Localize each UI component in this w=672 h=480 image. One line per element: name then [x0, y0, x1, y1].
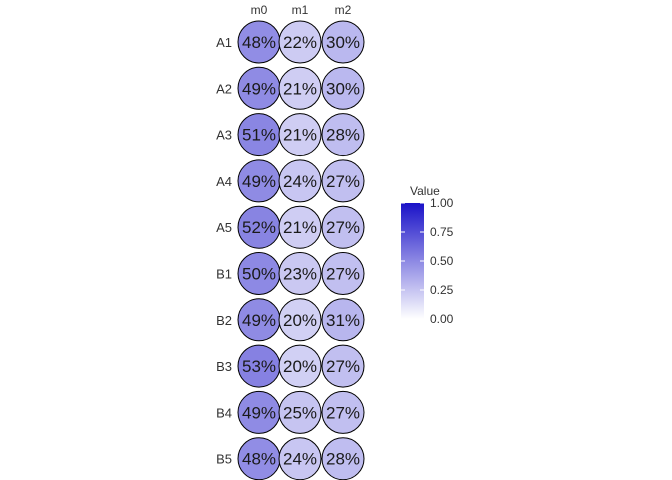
- cell-label-B2-m2: 31%: [326, 311, 360, 330]
- cell-circle-A4-m2: [321, 159, 365, 203]
- cell-label-B5-m1: 24%: [283, 450, 317, 469]
- row-label-B1: B1: [216, 267, 232, 282]
- cell-label-B5-m0: 48%: [242, 450, 276, 469]
- cell-label-A4-m1: 24%: [283, 172, 317, 191]
- legend-tick-label-4: 0.00: [430, 312, 454, 326]
- column-label-m1: m1: [292, 3, 309, 17]
- cell-circle-A1-m1: [278, 20, 322, 64]
- cell-circle-A2-m1: [278, 66, 322, 110]
- cell-circle-A3-m1: [278, 113, 322, 157]
- row-label-B5: B5: [216, 452, 232, 467]
- cell-circle-B2-m1: [278, 298, 322, 342]
- cell-label-B1-m0: 50%: [242, 265, 276, 284]
- cell-label-B1-m2: 27%: [326, 265, 360, 284]
- cell-circle-A4-m1: [278, 159, 322, 203]
- cell-label-B4-m2: 27%: [326, 403, 360, 422]
- cell-circle-B1-m1: [278, 252, 322, 295]
- cell-label-A2-m1: 21%: [283, 79, 317, 98]
- cell-label-B4-m1: 25%: [283, 403, 317, 422]
- row-label-A2: A2: [216, 81, 232, 96]
- cell-circle-B1-m2: [321, 252, 365, 295]
- legend-tick-label-2: 0.50: [430, 254, 454, 268]
- cell-label-B1-m1: 23%: [283, 265, 317, 284]
- legend-colorbar: [401, 203, 424, 319]
- row-label-A5: A5: [216, 220, 232, 235]
- row-label-A1: A1: [216, 35, 232, 50]
- row-label-B3: B3: [216, 359, 232, 374]
- cell-circle-A1-m2: [321, 20, 365, 64]
- cell-label-A1-m0: 48%: [242, 33, 276, 52]
- legend-tick-label-1: 0.75: [430, 225, 454, 239]
- cell-label-A3-m0: 51%: [242, 126, 276, 145]
- cell-label-B3-m1: 20%: [283, 357, 317, 376]
- cell-circle-B2-m2: [321, 298, 365, 342]
- column-label-m2: m2: [335, 3, 352, 17]
- legend-tick-label-0: 1.00: [430, 196, 454, 210]
- row-label-B2: B2: [216, 313, 232, 328]
- cell-label-A5-m2: 27%: [326, 218, 360, 237]
- legend-title: Value: [410, 184, 440, 198]
- cell-circle-B4-m1: [278, 390, 322, 434]
- cell-circle-A5-m1: [278, 205, 322, 249]
- cell-circle-A2-m2: [321, 66, 365, 110]
- cell-circle-B4-m2: [321, 390, 365, 434]
- cell-label-A1-m1: 22%: [283, 33, 317, 52]
- cell-label-B5-m2: 28%: [326, 450, 360, 469]
- cell-label-B3-m2: 27%: [326, 357, 360, 376]
- cell-circle-B3-m1: [278, 344, 322, 388]
- cell-circle-B3-m2: [321, 344, 365, 388]
- row-label-A4: A4: [216, 174, 232, 189]
- cell-label-B3-m0: 53%: [242, 357, 276, 376]
- cell-label-B2-m0: 49%: [242, 311, 276, 330]
- row-label-A3: A3: [216, 128, 232, 143]
- cell-label-A4-m2: 27%: [326, 172, 360, 191]
- cell-label-B2-m1: 20%: [283, 311, 317, 330]
- cell-label-A3-m2: 28%: [326, 126, 360, 145]
- cell-label-A1-m2: 30%: [326, 33, 360, 52]
- legend-tick-label-3: 0.25: [430, 283, 454, 297]
- cell-label-A4-m0: 49%: [242, 172, 276, 191]
- cell-label-A5-m0: 52%: [242, 218, 276, 237]
- cell-label-A2-m2: 30%: [326, 79, 360, 98]
- cell-label-A3-m1: 21%: [283, 126, 317, 145]
- cell-circle-A3-m2: [321, 113, 365, 157]
- column-label-m0: m0: [251, 3, 268, 17]
- cell-circle-A5-m2: [321, 205, 365, 249]
- cell-label-B4-m0: 49%: [242, 403, 276, 422]
- row-label-B4: B4: [216, 405, 232, 420]
- cell-label-A5-m1: 21%: [283, 218, 317, 237]
- cell-label-A2-m0: 49%: [242, 79, 276, 98]
